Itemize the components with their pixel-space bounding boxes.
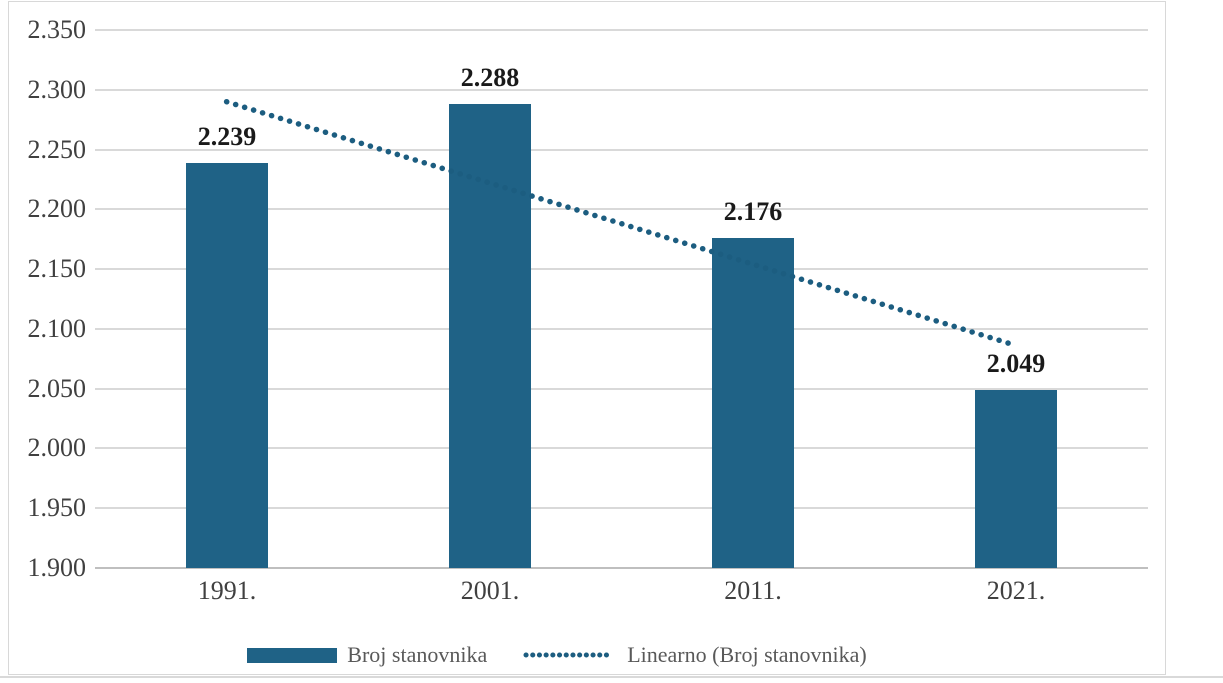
y-tick-label: 2.350	[27, 15, 87, 44]
bar	[449, 104, 531, 568]
gridline	[95, 567, 1148, 569]
y-tick-label: 2.200	[27, 194, 87, 223]
bar-value-label: 2.049	[986, 349, 1046, 378]
y-tick-label: 2.100	[27, 314, 87, 343]
legend-trendline-swatch	[523, 652, 615, 658]
bar	[712, 238, 794, 568]
gridline	[95, 447, 1148, 449]
bottom-border-line	[0, 676, 1223, 678]
y-tick-label: 2.300	[27, 75, 87, 104]
gridline	[95, 29, 1148, 31]
x-tick-label: 1991.	[197, 576, 257, 605]
y-tick-label: 1.900	[27, 553, 87, 582]
y-tick-label: 2.250	[27, 135, 87, 164]
gridline	[95, 507, 1148, 509]
bar	[186, 163, 268, 568]
chart-frame	[8, 1, 1166, 675]
y-tick-label: 2.150	[27, 254, 87, 283]
y-tick-label: 1.950	[27, 493, 87, 522]
chart-legend: Broj stanovnika Linearno (Broj stanovnik…	[0, 640, 1136, 670]
gridline	[95, 89, 1148, 91]
x-tick-label: 2001.	[460, 576, 520, 605]
gridline	[95, 388, 1148, 390]
x-tick-label: 2011.	[724, 576, 782, 605]
legend-trend-label: Linearno (Broj stanovnika)	[627, 642, 867, 667]
bar-value-label: 2.288	[460, 63, 520, 92]
y-tick-label: 2.050	[27, 374, 87, 403]
x-tick-label: 2021.	[986, 576, 1046, 605]
legend-bar-swatch	[247, 647, 338, 663]
bar-value-label: 2.239	[197, 122, 257, 151]
bar	[975, 390, 1057, 568]
y-tick-label: 2.000	[27, 433, 87, 462]
legend-bar-label: Broj stanovnika	[347, 642, 488, 667]
bar-value-label: 2.176	[723, 197, 783, 226]
